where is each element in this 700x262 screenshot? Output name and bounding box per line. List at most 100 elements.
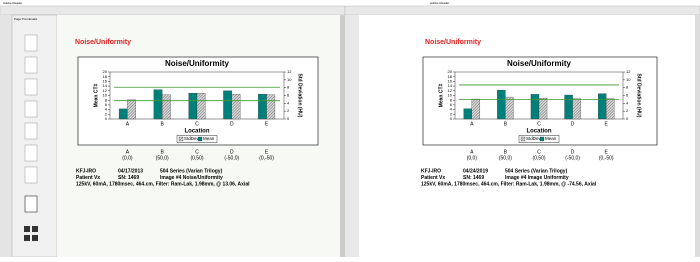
toolbar [0,5,346,16]
y2-tick-label: 8 [287,85,290,90]
bar [127,99,136,120]
x-axis-title: Location [527,129,552,135]
y2-tick-label: 2 [626,108,629,113]
chart-title: Noise/Uniformity [165,59,230,68]
y-tick-label: 4 [105,107,108,112]
thumbnails [24,34,38,213]
title-bar [345,0,700,6]
position-coord: (0,50) [532,155,545,161]
footer-text: KFJ-IRO [76,168,96,174]
y-tick-label: 10 [448,93,453,98]
y-tick-label: 0 [105,116,108,121]
y-tick-label: 4 [450,107,453,112]
y2-tick-label: 8 [626,85,629,90]
bar [196,93,206,120]
position-letter: A [126,149,130,155]
x-axis-title: Location [185,129,210,135]
side-tabs [0,15,12,257]
bar [606,98,615,120]
x-tick-label: C [537,121,541,127]
x-tick-label: A [470,121,474,127]
y2-tick-label: 2 [287,108,290,113]
position-coord: (0,0) [467,155,478,161]
position-coord: (0,-50) [599,155,614,161]
y-tick-label: 0 [450,116,453,121]
bar [530,94,540,120]
y-tick-label: 16 [448,78,453,83]
footer-text: SN: 1469 [463,175,484,181]
bar [505,96,514,120]
y2-tick-label: 10 [287,77,292,82]
bar [471,98,481,120]
y-tick-label: 2 [105,111,108,116]
legend-swatch [178,136,184,142]
footer-text: 504 Series (Varian Trilogy) [505,168,568,174]
side-tabs [345,15,359,257]
legend-swatch [539,136,545,142]
bar [118,108,128,120]
y-tick-label: 6 [450,102,453,107]
y-tick-label: 10 [103,93,108,98]
position-coord: (-50,0) [565,155,580,161]
y-axis-title: Mean CT# [93,83,99,107]
y-tick-label: 20 [103,69,108,74]
legend-box [518,135,560,143]
y2-tick-label: 4 [287,100,290,105]
pane-title: Page Thumbnails [14,17,38,21]
position-coord: (0,50) [190,155,203,161]
position-letter: B [161,149,165,155]
x-tick-label: E [265,121,269,127]
footer-text: Patient Vx [421,175,445,181]
position-coord: (0,-50) [259,155,274,161]
scrollbar[interactable] [695,15,700,257]
position-letter: D [230,149,234,155]
y2-tick-label: 12 [626,69,631,74]
footer-text: 504 Series (Varian Trilogy) [160,168,223,174]
window-content: Adobe Reader Page Thumbnails Noise/Unifo… [3,1,319,187]
scrollbar[interactable] [340,15,345,257]
title-bar [0,0,345,6]
y-tick-label: 14 [448,83,453,88]
y-tick-label: 12 [103,88,108,93]
bar [162,94,171,120]
position-letter: C [195,149,199,155]
app-name: Adobe Reader [430,1,449,5]
bar [538,98,548,120]
toolbar [344,5,700,16]
y2-tick-label: 4 [626,100,629,105]
position-letter: C [537,149,541,155]
y2-tick-label: 10 [626,77,631,82]
y2-tick-label: 12 [287,69,292,74]
y-tick-label: 8 [450,97,453,102]
bar [188,93,198,120]
y-axis-title: Mean CT# [438,83,444,107]
legend-label: Mean [203,136,215,141]
nav-buttons[interactable] [24,226,38,241]
x-tick-label: B [504,121,508,127]
bar [258,93,267,120]
bar [497,89,506,120]
x-tick-label: A [126,121,130,127]
y2-tick-label: 6 [287,93,290,98]
y-tick-label: 8 [105,97,108,102]
window-content: Adobe Reader Noise/Uniformity Noise/Unifo… [421,1,658,187]
x-tick-label: E [605,121,609,127]
position-coord: (50,0) [499,155,512,161]
x-tick-label: C [195,121,199,127]
y-tick-label: 18 [103,74,108,79]
position-letter: D [571,149,575,155]
x-tick-label: D [571,121,575,127]
legend-swatch [520,136,526,142]
position-letter: A [470,149,474,155]
position-letter: E [265,149,269,155]
position-coord: (-50,0) [224,155,239,161]
app-name: Adobe Reader [3,1,22,5]
y2-tick-label: 0 [626,116,629,121]
bar [572,98,581,120]
heading: Noise/Uniformity [425,39,481,46]
y-tick-label: 20 [448,69,453,74]
footer-text: Patient Vx [76,175,100,181]
y-tick-label: 2 [450,111,453,116]
legend-box [176,135,218,143]
